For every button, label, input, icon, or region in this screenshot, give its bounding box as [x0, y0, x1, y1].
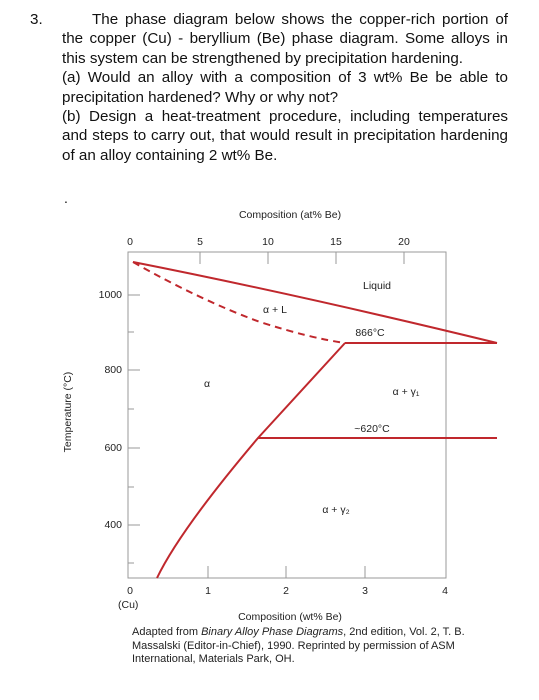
- question-number: 3.: [30, 11, 43, 28]
- caption-text: , 2nd edition, Vol. 2, T. B. Massalski (…: [132, 626, 465, 665]
- solidus: [132, 261, 346, 344]
- bottom-tick-label: 0: [127, 585, 133, 597]
- caption-text: Adapted from: [132, 626, 202, 638]
- stray-mark: .: [64, 190, 68, 206]
- top-tick-label: 5: [197, 236, 203, 248]
- y-tick-label: 800: [104, 364, 122, 376]
- solvus: [156, 342, 346, 579]
- y-tick-label: 400: [104, 519, 122, 531]
- top-tick-label: 15: [330, 236, 342, 248]
- region-label: 866°C: [355, 327, 385, 339]
- liquidus: [132, 261, 498, 344]
- question: 3. The phase diagram below shows the cop…: [30, 10, 508, 165]
- region-label: α + γ₁: [393, 386, 420, 398]
- question-intro: The phase diagram below shows the copper…: [62, 11, 508, 67]
- bottom-tick-label: 2: [283, 585, 289, 597]
- plot-frame: [127, 251, 447, 579]
- region-label: α: [204, 378, 210, 390]
- question-part-b: (b) Design a heat-treatment procedure, i…: [62, 108, 508, 164]
- region-label: ~620°C: [354, 423, 390, 435]
- axis-ticks: [128, 252, 405, 578]
- bottom-left-label: (Cu): [118, 599, 138, 611]
- y-axis-title: Temperature (°C): [62, 372, 74, 453]
- top-tick-label: 10: [262, 236, 274, 248]
- region-label: α + γ₂: [322, 504, 349, 516]
- region-label: Liquid: [363, 280, 391, 292]
- top-tick-label: 20: [398, 236, 410, 248]
- top-tick-label: 0: [127, 236, 133, 248]
- caption: Adapted from Binary Alloy Phase Diagrams…: [132, 626, 472, 667]
- bottom-axis-title: Composition (wt% Be): [238, 611, 342, 623]
- bottom-tick-label: 4: [442, 585, 448, 597]
- phase-boundaries: [132, 261, 498, 579]
- question-part-a: (a) Would an alloy with a composition of…: [62, 69, 508, 106]
- y-tick-label: 1000: [99, 289, 123, 301]
- top-axis-title: Composition (at% Be): [239, 209, 341, 221]
- region-label: α + L: [263, 304, 287, 316]
- caption-title: Binary Alloy Phase Diagrams: [201, 626, 344, 638]
- bottom-tick-label: 3: [362, 585, 368, 597]
- y-tick-label: 600: [104, 442, 122, 454]
- bottom-tick-label: 1: [205, 585, 211, 597]
